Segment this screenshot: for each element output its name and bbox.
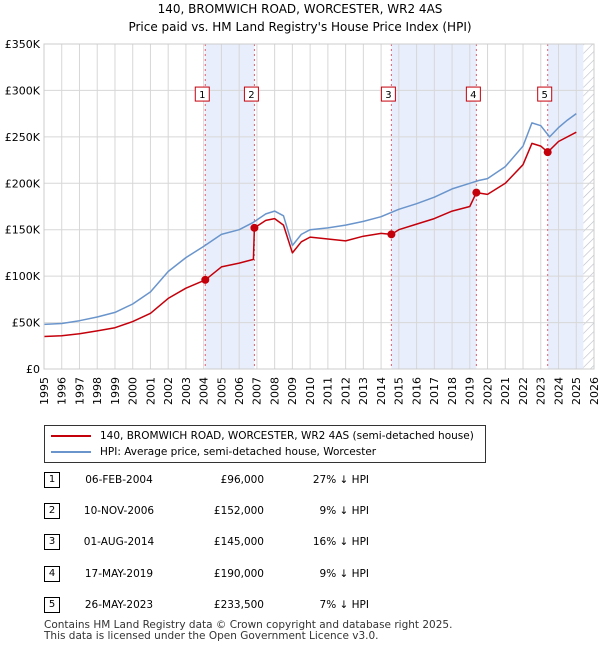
- property-series-line: [43, 131, 577, 338]
- transaction-price: £145,000: [213, 536, 264, 548]
- y-tick-label: £100K: [5, 270, 41, 283]
- x-tick-label: 2015: [393, 377, 406, 405]
- sale-number-box: [465, 86, 481, 102]
- x-tick-label: 1998: [91, 377, 104, 405]
- shaded-ownership-period: [547, 44, 584, 369]
- x-tick-label: 2018: [446, 377, 459, 405]
- sale-number-label: 5: [542, 90, 548, 101]
- y-tick-label: £300K: [5, 84, 41, 97]
- transaction-number-badge: 3: [44, 534, 60, 550]
- transaction-number-badge: 1: [44, 472, 60, 488]
- forecast-hatched-area: [583, 44, 594, 369]
- transaction-number-badge: 2: [44, 503, 60, 519]
- transaction-date: 06-FEB-2004: [85, 474, 153, 486]
- x-tick-label: 2009: [286, 377, 299, 405]
- sale-point: [387, 230, 396, 239]
- x-tick-label: 2011: [322, 377, 335, 405]
- x-tick-label: 2017: [428, 377, 441, 405]
- sale-number-box: [243, 86, 259, 102]
- sale-point: [472, 188, 481, 197]
- sale-number-label: 1: [199, 90, 205, 101]
- transaction-price: £190,000: [213, 568, 264, 580]
- chart-title: 140, BROMWICH ROAD, WORCESTER, WR2 4AS: [158, 2, 443, 16]
- hpi-series-line: [43, 112, 577, 326]
- transaction-price: £233,500: [213, 599, 264, 611]
- x-tick-label: 2021: [499, 377, 512, 405]
- transaction-hpi-diff: 27% ↓ HPI: [312, 474, 369, 486]
- x-tick-label: 1996: [56, 377, 69, 405]
- y-tick-label: £200K: [5, 177, 41, 190]
- x-tick-label: 2007: [251, 377, 264, 405]
- x-tick-label: 2002: [162, 377, 175, 405]
- x-tick-label: 2008: [268, 377, 281, 405]
- x-tick-label: 2024: [552, 377, 565, 405]
- x-tick-label: 2005: [215, 377, 228, 405]
- x-tick-label: 2020: [481, 377, 494, 405]
- footer: Contains HM Land Registry data © Crown c…: [44, 620, 452, 642]
- transaction-date: 01-AUG-2014: [83, 536, 155, 548]
- x-tick-label: 2013: [357, 377, 370, 405]
- legend-label-hpi: HPI: Average price, semi-detached house,…: [100, 446, 377, 458]
- plot-area: [44, 44, 594, 369]
- sale-number-box: [194, 86, 210, 102]
- y-tick-label: £250K: [5, 131, 41, 144]
- transaction-hpi-diff: 16% ↓ HPI: [312, 536, 369, 548]
- y-tick-label: £150K: [5, 224, 41, 237]
- legend-item-property: 140, BROMWICH ROAD, WORCESTER, WR2 4AS (…: [51, 428, 474, 444]
- x-tick-label: 2022: [517, 377, 530, 405]
- y-tick-label: £0: [26, 363, 40, 376]
- sale-number-label: 4: [470, 90, 476, 101]
- y-tick-label: £50K: [12, 317, 41, 330]
- legend-item-hpi: HPI: Average price, semi-detached house,…: [51, 444, 376, 460]
- transaction-hpi-diff: 9% ↓ HPI: [319, 505, 369, 517]
- sale-point: [250, 223, 259, 232]
- x-tick-label: 2026: [588, 377, 600, 405]
- x-tick-label: 1995: [38, 377, 51, 405]
- table-row: 3 01-AUG-2014 £145,000 16% ↓ HPI: [44, 534, 464, 550]
- legend-label-property: 140, BROMWICH ROAD, WORCESTER, WR2 4AS (…: [100, 430, 474, 442]
- x-tick-label: 2023: [535, 377, 548, 405]
- chart-legend: 140, BROMWICH ROAD, WORCESTER, WR2 4AS (…: [44, 425, 486, 463]
- sale-number-label: 2: [248, 90, 254, 101]
- x-tick-label: 2019: [464, 377, 477, 405]
- x-tick-label: 2006: [233, 377, 246, 405]
- x-tick-label: 2016: [410, 377, 423, 405]
- x-tick-label: 2025: [570, 377, 583, 405]
- transaction-number-badge: 4: [44, 566, 60, 582]
- transaction-date: 10-NOV-2006: [83, 505, 155, 517]
- x-tick-label: 2001: [144, 377, 157, 405]
- transaction-price: £152,000: [213, 505, 264, 517]
- footer-licence: This data is licensed under the Open Gov…: [44, 630, 379, 642]
- transaction-number-badge: 5: [44, 597, 60, 613]
- sale-point: [543, 148, 552, 157]
- transaction-date: 17-MAY-2019: [84, 568, 154, 580]
- x-tick-label: 2010: [304, 377, 317, 405]
- x-tick-label: 2004: [198, 377, 211, 405]
- x-tick-label: 2003: [180, 377, 193, 405]
- x-tick-label: 2012: [339, 377, 352, 405]
- sale-number-box: [380, 86, 396, 102]
- transaction-date: 26-MAY-2023: [84, 599, 154, 611]
- sale-number-box: [537, 86, 553, 102]
- transaction-hpi-diff: 7% ↓ HPI: [319, 599, 369, 611]
- table-row: 2 10-NOV-2006 £152,000 9% ↓ HPI: [44, 503, 464, 519]
- price-chart: 140, BROMWICH ROAD, WORCESTER, WR2 4AS P…: [5, 2, 600, 405]
- transaction-hpi-diff: 9% ↓ HPI: [319, 568, 369, 580]
- x-tick-label: 1997: [73, 377, 86, 405]
- table-row: 1 06-FEB-2004 £96,000 27% ↓ HPI: [44, 472, 464, 488]
- chart-subtitle: Price paid vs. HM Land Registry's House …: [128, 20, 471, 34]
- y-tick-label: £350K: [5, 38, 41, 51]
- plot-frame: [43, 43, 595, 370]
- sale-number-label: 3: [385, 90, 391, 101]
- x-tick-label: 2014: [375, 377, 388, 405]
- x-tick-label: 1999: [109, 377, 122, 405]
- footer-copyright: Contains HM Land Registry data © Crown c…: [44, 619, 453, 631]
- x-tick-label: 2000: [127, 377, 140, 405]
- transaction-price: £96,000: [220, 474, 264, 486]
- legend-swatch-property: [51, 435, 91, 437]
- legend-swatch-hpi: [51, 451, 91, 453]
- sale-point: [201, 275, 210, 284]
- table-row: 5 26-MAY-2023 £233,500 7% ↓ HPI: [44, 597, 464, 613]
- table-row: 4 17-MAY-2019 £190,000 9% ↓ HPI: [44, 566, 464, 582]
